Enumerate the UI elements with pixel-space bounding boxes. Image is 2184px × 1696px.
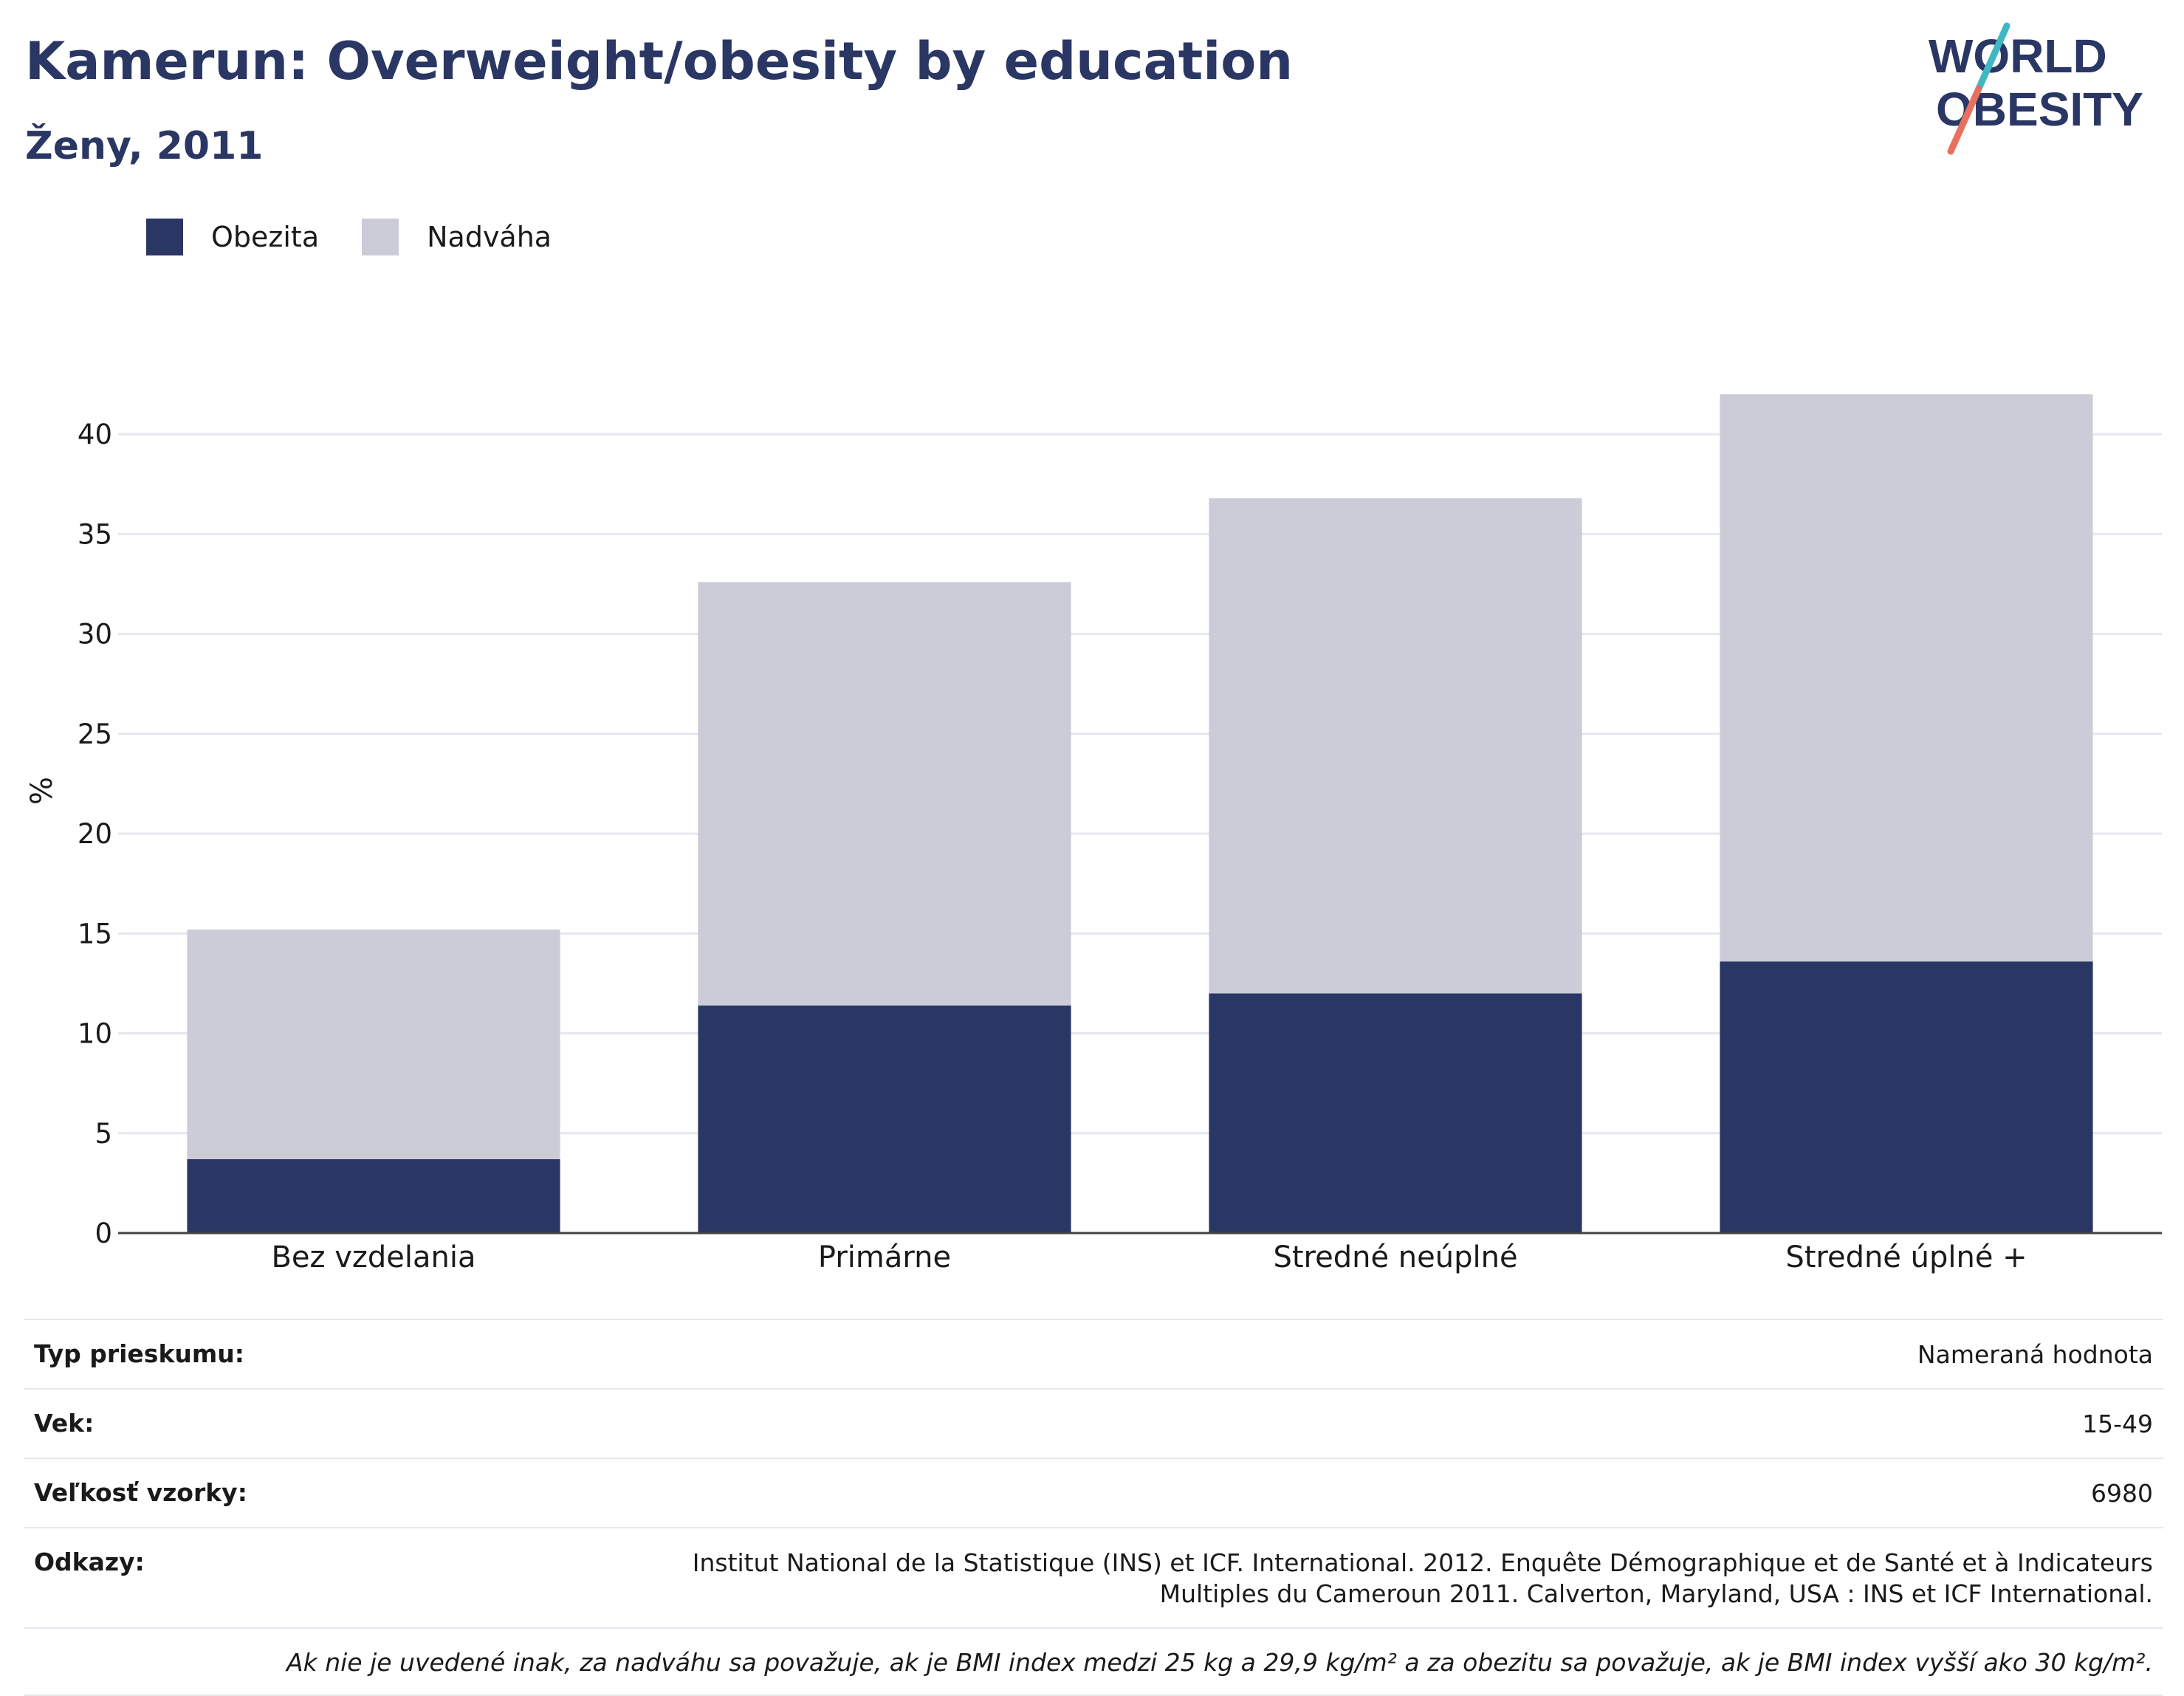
- bar-nadvaha: [1209, 498, 1582, 994]
- legend-label-obezita: Obezita: [211, 221, 320, 253]
- definition-note: Ak nie je uvedené inak, za nadváhu sa po…: [286, 1648, 2153, 1677]
- bar-obezita: [1720, 961, 2093, 1233]
- x-tick-label: Primárne: [818, 1240, 951, 1274]
- page-title: Kamerun: Overweight/obesity by education: [25, 31, 1294, 92]
- y-axis-label: %: [25, 777, 59, 805]
- legend-swatch-obezita: [146, 219, 183, 255]
- legend-swatch-nadvaha: [362, 219, 399, 255]
- y-tick-label: 0: [95, 1218, 112, 1249]
- legend-item-nadvaha[interactable]: Nadváha: [362, 219, 552, 255]
- stacked-bar-chart: 0 5 10 15 20 25 30 35 40% Bez vzdelania Primárne St…: [25, 394, 2162, 1274]
- info-row-sample: Veľkosť vzorky: 6980: [24, 1458, 2163, 1527]
- x-tick-label: Bez vzdelania: [271, 1240, 475, 1274]
- survey-type-label: Typ prieskumu:: [34, 1339, 244, 1368]
- info-row-note: Ak nie je uvedené inak, za nadváhu sa po…: [24, 1627, 2163, 1696]
- y-tick-label: 40: [78, 419, 112, 450]
- logo-slash-bottom: [1947, 85, 1982, 155]
- y-tick-label: 5: [95, 1118, 112, 1150]
- references-label: Odkazy:: [34, 1548, 145, 1576]
- info-row-references: Odkazy: Institut National de la Statisti…: [24, 1527, 2163, 1627]
- chart-legend: Obezita Nadváha: [146, 219, 594, 255]
- sample-value: 6980: [2091, 1479, 2153, 1508]
- logo-line1: WORLD: [1929, 30, 2107, 83]
- y-tick-label: 20: [78, 818, 112, 850]
- bar-nadvaha: [1720, 394, 2093, 962]
- x-tick-label: Stredné úplné +: [1785, 1240, 2027, 1274]
- x-tick-label: Stredné neúplné: [1273, 1240, 1517, 1274]
- world-obesity-logo: WORLD OBESITY: [1929, 22, 2143, 155]
- age-label: Vek:: [34, 1409, 95, 1438]
- page-subtitle: Ženy, 2011: [25, 124, 264, 168]
- info-table: Typ prieskumu: Nameraná hodnota Vek: 15-…: [24, 1319, 2163, 1696]
- y-tick-label: 30: [78, 619, 112, 650]
- info-row-age: Vek: 15-49: [24, 1388, 2163, 1458]
- y-tick-label: 25: [78, 718, 112, 750]
- bar-obezita: [1209, 993, 1582, 1233]
- legend-item-obezita[interactable]: Obezita: [146, 219, 319, 255]
- legend-label-nadvaha: Nadváha: [427, 221, 552, 253]
- bar-obezita: [698, 1005, 1071, 1233]
- bar-obezita: [187, 1158, 560, 1233]
- logo-slash-top: [1975, 22, 2010, 92]
- bar-nadvaha: [698, 582, 1071, 1006]
- y-tick-label: 10: [78, 1018, 112, 1050]
- references-value: Institut National de la Statistique (INS…: [692, 1548, 2153, 1608]
- sample-label: Veľkosť vzorky:: [34, 1478, 247, 1507]
- y-tick-label: 35: [78, 518, 112, 550]
- y-tick-label: 15: [78, 918, 112, 950]
- info-row-survey-type: Typ prieskumu: Nameraná hodnota: [24, 1319, 2163, 1388]
- bar-nadvaha: [187, 929, 560, 1159]
- survey-type-value: Nameraná hodnota: [1917, 1340, 2153, 1369]
- age-value: 15-49: [2082, 1410, 2153, 1438]
